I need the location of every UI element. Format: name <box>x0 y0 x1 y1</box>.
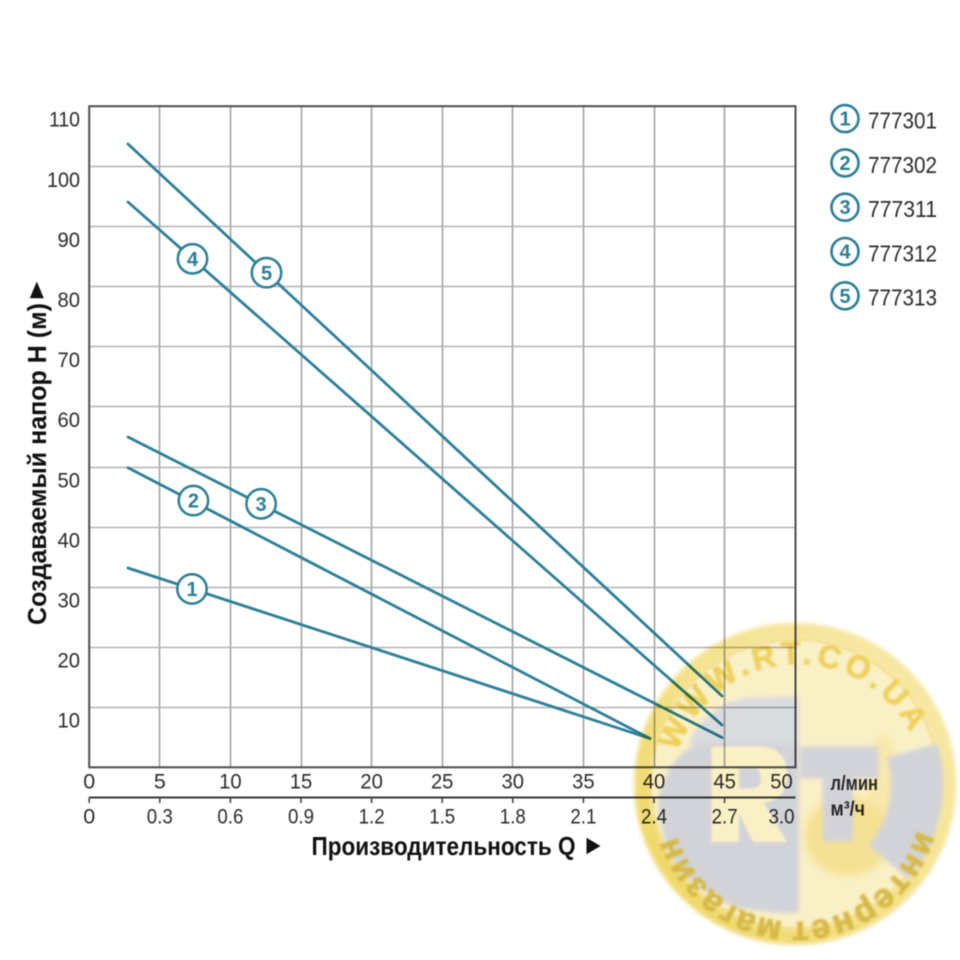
svg-text:Создаваемый напор Н (м): Создаваемый напор Н (м) <box>22 303 52 625</box>
svg-text:0.9: 0.9 <box>288 805 314 829</box>
svg-text:2: 2 <box>188 491 199 513</box>
svg-text:25: 25 <box>431 770 454 794</box>
svg-text:5: 5 <box>261 263 272 285</box>
svg-text:90: 90 <box>58 228 81 252</box>
svg-text:1.5: 1.5 <box>429 805 455 829</box>
svg-text:777311: 777311 <box>868 196 937 222</box>
svg-text:3: 3 <box>256 494 267 516</box>
svg-text:1.8: 1.8 <box>500 805 526 829</box>
svg-text:0.3: 0.3 <box>147 805 173 829</box>
svg-text:70: 70 <box>58 348 81 372</box>
svg-text:777312: 777312 <box>868 240 937 266</box>
svg-text:35: 35 <box>572 770 595 794</box>
svg-text:777313: 777313 <box>868 285 937 311</box>
svg-text:5: 5 <box>839 286 850 308</box>
svg-text:777302: 777302 <box>868 152 937 178</box>
svg-text:4: 4 <box>187 249 199 271</box>
svg-text:Производительность Q: Производительность Q <box>312 831 576 861</box>
svg-text:10: 10 <box>219 770 242 794</box>
svg-text:30: 30 <box>58 589 81 613</box>
svg-text:110: 110 <box>49 108 80 132</box>
svg-text:0: 0 <box>83 770 95 794</box>
svg-text:2.1: 2.1 <box>570 805 596 829</box>
svg-text:50: 50 <box>58 468 81 492</box>
svg-text:3: 3 <box>839 197 850 219</box>
svg-text:20: 20 <box>58 649 81 673</box>
svg-text:1.2: 1.2 <box>359 805 385 829</box>
svg-text:60: 60 <box>58 408 81 432</box>
svg-text:0: 0 <box>83 805 95 829</box>
svg-text:80: 80 <box>58 288 81 312</box>
svg-text:30: 30 <box>502 770 525 794</box>
svg-text:1: 1 <box>186 579 197 601</box>
svg-text:4: 4 <box>839 242 851 264</box>
svg-text:777301: 777301 <box>868 108 937 134</box>
svg-text:20: 20 <box>360 770 383 794</box>
svg-text:100: 100 <box>47 168 80 192</box>
svg-text:10: 10 <box>58 709 81 733</box>
svg-text:15: 15 <box>290 770 313 794</box>
svg-text:1: 1 <box>839 109 850 131</box>
svg-text:5: 5 <box>154 770 166 794</box>
svg-text:2: 2 <box>839 153 850 175</box>
svg-text:40: 40 <box>58 528 81 552</box>
svg-text:0.6: 0.6 <box>217 805 243 829</box>
